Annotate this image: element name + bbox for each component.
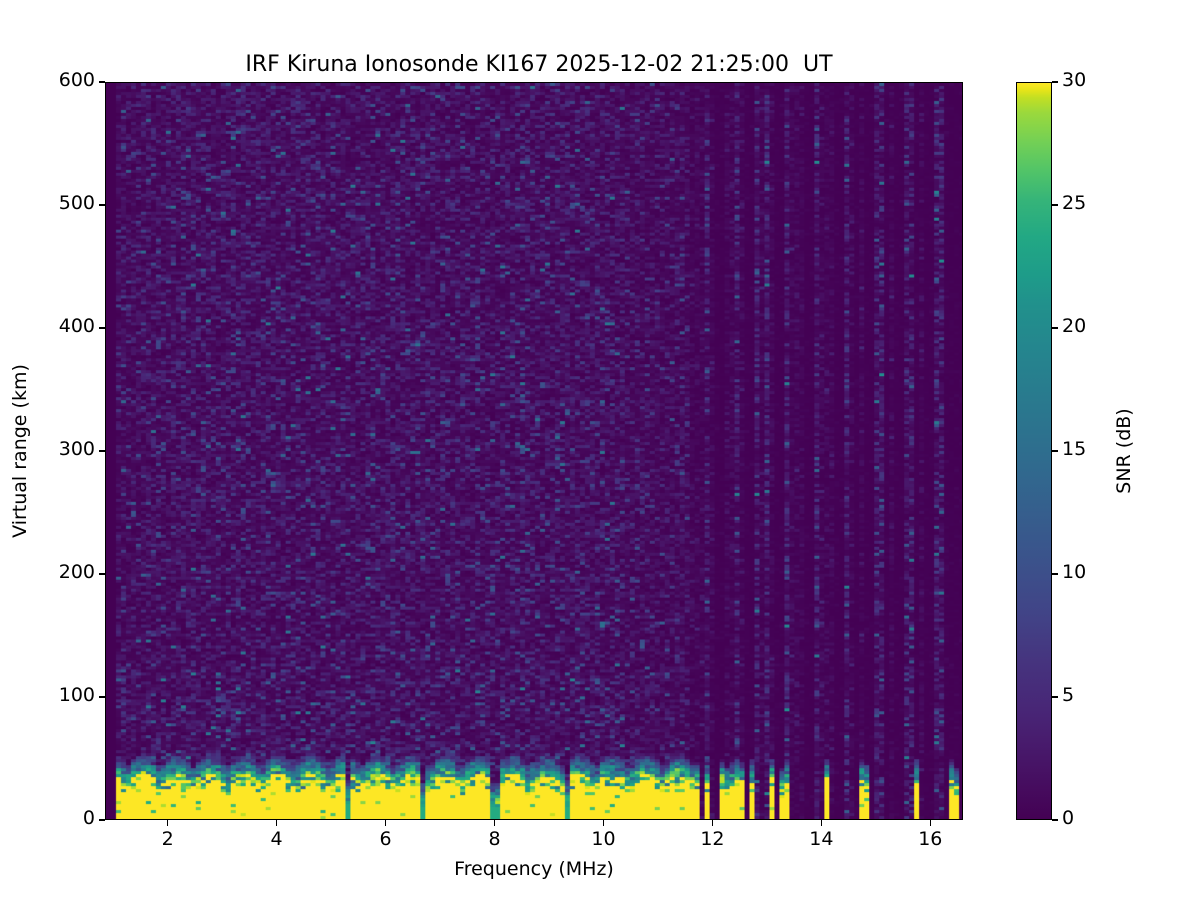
colorbar-tick-mark (1052, 450, 1058, 452)
colorbar-tick-mark (1052, 573, 1058, 575)
y-tick-label: 600 (58, 69, 95, 91)
colorbar-tick-mark (1052, 81, 1058, 83)
colorbar-label: SNR (dB) (1113, 408, 1135, 494)
y-tick-mark (99, 696, 105, 698)
x-tick-mark (384, 820, 387, 826)
colorbar-tick-label: 30 (1062, 69, 1087, 91)
y-tick-label: 0 (82, 807, 95, 829)
x-tick-label: 16 (918, 828, 943, 850)
x-tick-mark (493, 820, 496, 826)
title-line-1: IRF Kiruna Ionosonde KI167 2025-12-02 21… (245, 52, 833, 77)
y-axis-label: Virtual range (km) (9, 364, 31, 538)
ionogram-heatmap (106, 83, 962, 819)
x-tick-mark (820, 820, 822, 826)
x-tick-label: 6 (379, 828, 392, 850)
y-tick-label: 400 (58, 315, 95, 337)
colorbar-tick-label: 5 (1062, 684, 1075, 706)
x-tick-label: 4 (270, 828, 283, 850)
y-tick-label: 300 (58, 438, 95, 460)
y-tick-mark (99, 573, 105, 575)
y-tick-label: 100 (58, 684, 95, 706)
x-axis-label: Frequency (MHz) (454, 858, 614, 880)
colorbar-tick-label: 15 (1062, 438, 1087, 460)
y-tick-label: 500 (58, 192, 95, 214)
y-tick-mark (99, 327, 105, 329)
x-tick-mark (929, 820, 931, 826)
y-tick-label: 200 (58, 561, 95, 583)
y-tick-mark (99, 819, 105, 821)
colorbar-tick-mark (1052, 819, 1058, 821)
y-tick-mark (99, 81, 105, 83)
colorbar (1016, 82, 1052, 820)
colorbar-tick-label: 25 (1062, 192, 1087, 214)
colorbar-tick-mark (1052, 327, 1058, 329)
colorbar-tick-label: 0 (1062, 807, 1075, 829)
y-tick-mark (99, 450, 105, 452)
x-tick-label: 10 (591, 828, 616, 850)
x-tick-label: 8 (488, 828, 501, 850)
x-tick-mark (711, 820, 714, 826)
colorbar-tick-label: 20 (1062, 315, 1087, 337)
colorbar-tick-label: 10 (1062, 561, 1087, 583)
x-tick-mark (166, 820, 169, 826)
plot-area (105, 82, 963, 820)
x-tick-mark (275, 820, 278, 826)
x-tick-label: 14 (809, 828, 834, 850)
x-tick-label: 12 (700, 828, 725, 850)
colorbar-tick-mark (1052, 204, 1058, 206)
x-tick-label: 2 (161, 828, 174, 850)
x-tick-mark (602, 820, 605, 826)
colorbar-tick-mark (1052, 696, 1058, 698)
y-tick-mark (99, 204, 105, 206)
